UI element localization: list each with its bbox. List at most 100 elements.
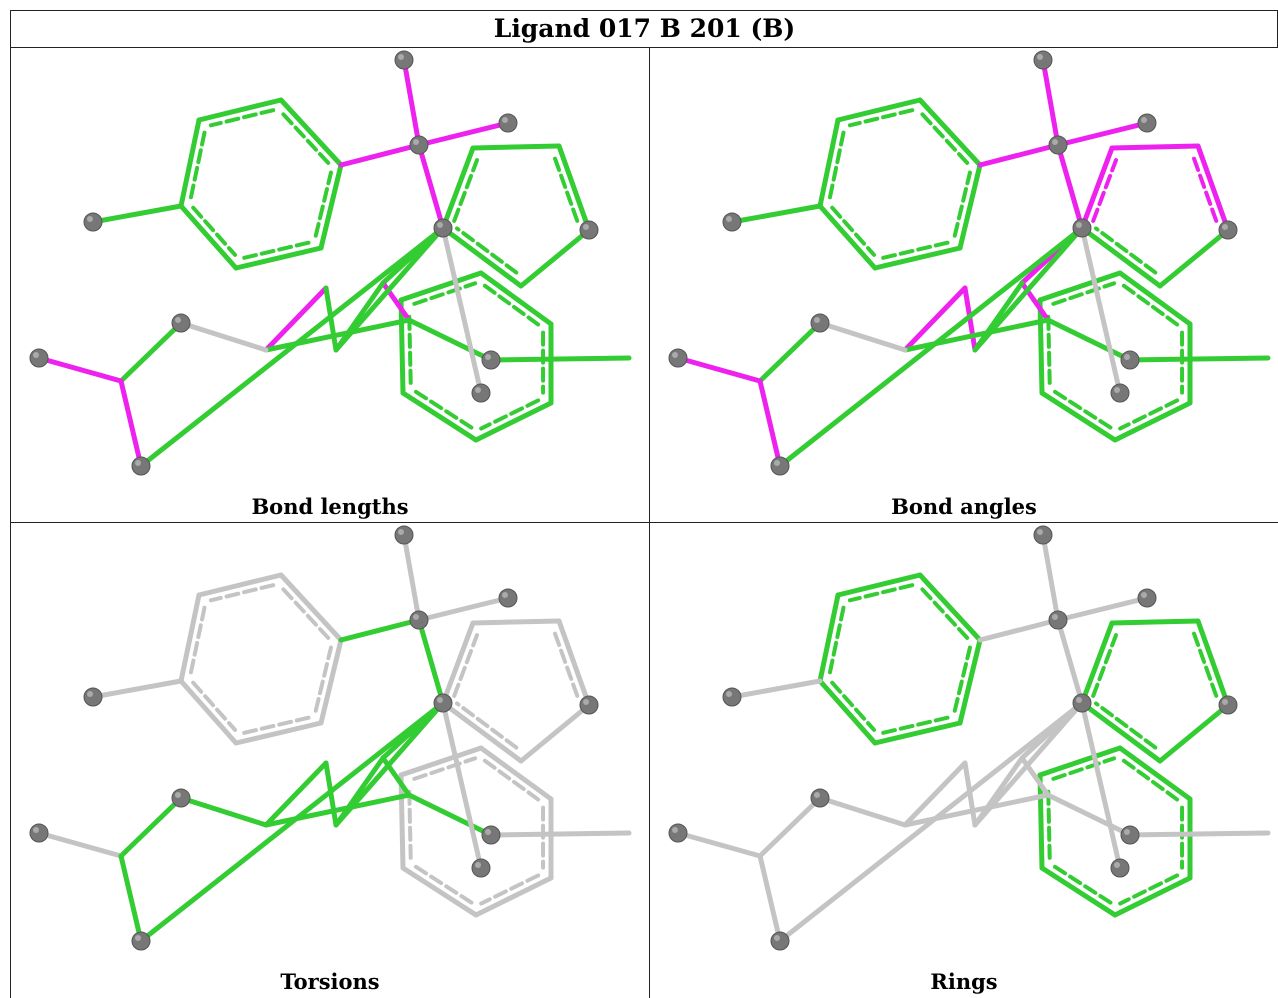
panel-bond-angles: Bond angles [650,48,1278,522]
atom-chain [171,788,191,808]
aromatic-bond-dash [952,170,972,238]
bond [416,595,511,623]
bond [1055,595,1150,623]
atom-left [722,687,742,707]
aromatic-bond-dash [407,310,413,385]
bond [233,245,324,271]
bond [440,225,524,289]
aromatic-bond-dash [1118,398,1180,431]
atom-highlight [437,222,443,228]
aromatic-bond-dash [313,645,333,713]
bond [1079,700,1123,871]
atom-highlight [672,827,678,833]
bond [406,792,494,838]
bond [518,227,592,289]
bond [835,572,923,598]
atom-highlight [1076,697,1082,703]
atom-s [433,218,453,238]
atom-center [409,610,429,630]
atom-s [1072,218,1092,238]
atom-ring [1218,695,1238,715]
atom-highlight [814,317,820,323]
aromatic-bond-dash [482,283,541,327]
atom-terminal [29,348,49,368]
aromatic-bond-dash [1091,158,1118,223]
bond [1195,143,1231,233]
aromatic-bond-dash [553,631,580,700]
atom-bottom [770,931,790,951]
atom-highlight [87,691,93,697]
bond [1039,390,1118,443]
border-middle [10,522,1278,523]
bond [118,795,184,859]
atom-highlight [502,117,508,123]
aromatic-bond-dash [553,156,580,225]
atom-highlight [774,460,780,466]
atom-highlight [814,792,820,798]
bond [478,270,554,327]
bond [440,700,484,871]
aromatic-bond-dash [188,130,207,201]
atom-highlight [1052,614,1058,620]
atom-bottom [770,456,790,476]
atom-top [1033,525,1053,545]
bond [902,760,968,828]
aromatic-bond-dash [452,158,479,223]
bond [817,203,878,271]
bond [278,97,344,168]
bond [416,120,511,148]
bond [178,320,269,353]
bond [817,320,908,353]
atom-inner [1120,350,1140,370]
bond [902,285,968,353]
bond [977,142,1061,168]
bond [1109,143,1201,151]
aromatic-bond-dash [413,389,474,430]
atom-highlight [1114,387,1120,393]
aromatic-bond-dash [827,605,846,676]
bond [1055,617,1085,706]
border-top [10,10,1278,11]
aromatic-bond-dash [412,756,478,781]
bond [817,795,908,828]
bond [473,400,554,443]
bond [233,720,324,746]
bond [518,702,592,764]
bond [416,142,446,231]
bond [1112,400,1193,443]
bond [729,678,823,700]
bond [278,572,344,643]
atom-s [1072,693,1092,713]
atom-chain [810,788,830,808]
atom-highlight [1114,862,1120,868]
bond [757,853,783,944]
atom-highlight [413,139,419,145]
atom-highlight [1037,54,1043,60]
figure-title: Ligand 017 B 201 (B) [493,14,796,43]
atom-highlight [135,935,141,941]
bond [1112,875,1193,918]
aromatic-bond-dash [479,398,541,431]
bond [957,637,983,726]
atom-inner-2 [1110,858,1130,878]
bond [400,390,479,443]
border-center [649,47,650,998]
panel-caption: Rings [930,969,998,994]
atom-ring [579,695,599,715]
atom-highlight [485,354,491,360]
atom-highlight [1124,354,1130,360]
atom-right [498,113,518,133]
atom-highlight [502,592,508,598]
atom-top [394,525,414,545]
bond [178,203,239,271]
bond [440,700,524,764]
bond [1055,142,1085,231]
atom-highlight [33,827,39,833]
aromatic-bond-dash [1121,758,1180,802]
bond [263,317,412,353]
aromatic-bond-dash [188,605,207,676]
atom-s [433,693,453,713]
bond [1045,317,1133,363]
aromatic-bond-dash [208,583,276,603]
bond [1037,297,1045,396]
